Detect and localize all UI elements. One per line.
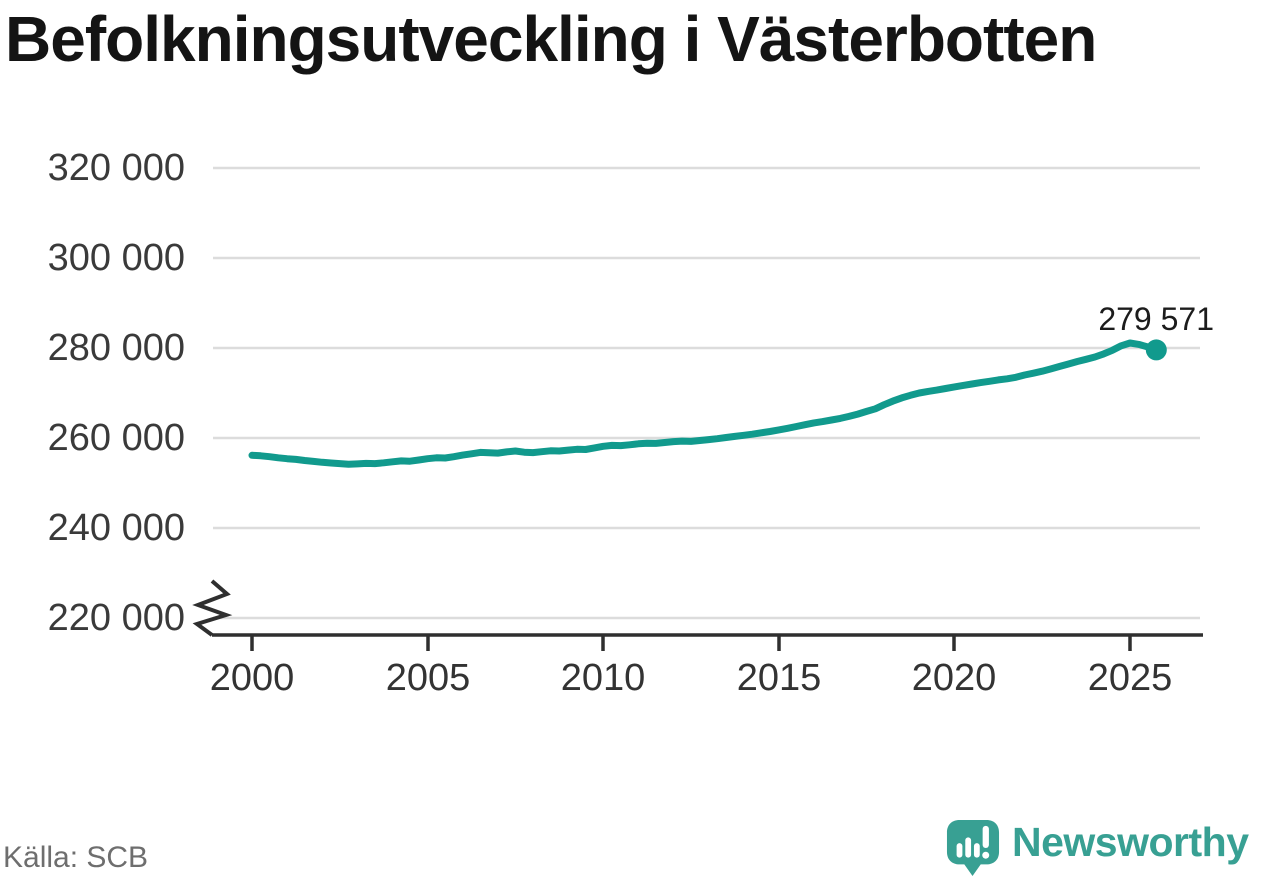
y-axis-tick-label: 320 000 — [47, 147, 185, 189]
source-note: Källa: SCB — [3, 841, 149, 874]
y-axis-tick-label: 240 000 — [47, 507, 185, 549]
bar-chart-glyph — [956, 825, 990, 859]
last-value-label: 279 571 — [1098, 301, 1214, 337]
exclamation-bar — [982, 825, 989, 848]
y-axis-tick-label: 300 000 — [47, 237, 185, 279]
exclamation-dot — [982, 851, 990, 859]
newsworthy-logo: Newsworthy — [946, 815, 1249, 877]
gridlines — [213, 166, 1200, 620]
x-axis-tick-label: 2000 — [209, 657, 295, 699]
speech-bubble-shape — [946, 820, 1000, 876]
x-axis-tick-label: 2005 — [385, 657, 471, 699]
x-axis-ticks — [250, 635, 1132, 651]
y-axis-tick-label: 280 000 — [47, 327, 185, 369]
x-axis-tick-label: 2010 — [560, 657, 646, 699]
y-axis-tick-label: 260 000 — [47, 417, 185, 459]
last-point-dot — [1145, 339, 1167, 361]
axis-break-icon — [192, 579, 233, 637]
x-axis-tick-label: 2020 — [911, 657, 997, 699]
population-line — [248, 339, 1160, 468]
x-axis-tick-label: 2025 — [1087, 657, 1173, 699]
y-axis-tick-label: 220 000 — [47, 597, 185, 639]
page-title: Befolkningsutveckling i Västerbotten — [5, 3, 1097, 75]
newsworthy-wordmark: Newsworthy — [1012, 819, 1249, 865]
newsworthy-logo-icon — [946, 820, 1000, 876]
x-axis-tick-label: 2015 — [736, 657, 822, 699]
